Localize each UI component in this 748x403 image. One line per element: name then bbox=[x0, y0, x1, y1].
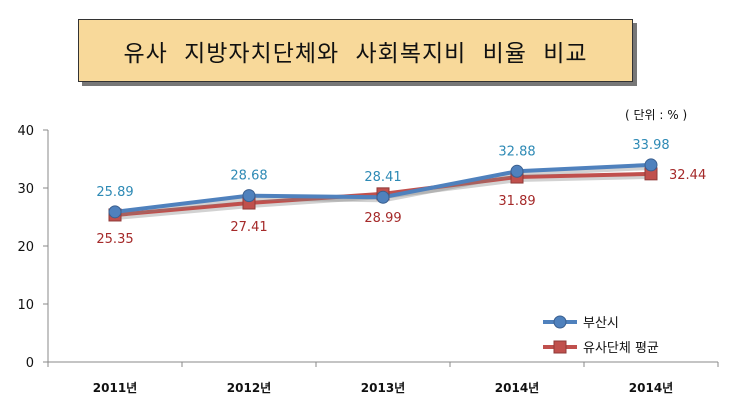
x-tick-label: 2014년 bbox=[495, 381, 539, 395]
unit-label: ( 단위 : % ) bbox=[625, 108, 688, 122]
y-tick-label: 30 bbox=[17, 182, 34, 197]
chart-title: 유사 지방자치단체와 사회복지비 비율 비교 bbox=[123, 40, 588, 67]
busan-data-label: 28.68 bbox=[230, 169, 267, 184]
busan-point bbox=[242, 189, 256, 203]
busan-data-label: 33.98 bbox=[632, 138, 669, 153]
average-data-label: 28.99 bbox=[364, 211, 401, 226]
y-tick-label: 40 bbox=[17, 124, 34, 139]
average-data-label: 31.89 bbox=[498, 194, 535, 209]
average-data-label: 25.35 bbox=[96, 232, 133, 247]
legend-swatch-busan-marker bbox=[553, 315, 567, 329]
busan-data-label: 25.89 bbox=[96, 185, 133, 200]
x-tick-label: 2013년 bbox=[361, 381, 405, 395]
busan-point bbox=[510, 164, 524, 178]
busan-data-label: 32.88 bbox=[498, 144, 535, 159]
y-tick-label: 0 bbox=[26, 356, 34, 371]
x-tick-label: 2012년 bbox=[227, 381, 271, 395]
legend-label-average: 유사단체 평균 bbox=[583, 341, 659, 356]
legend-label-busan: 부산시 bbox=[583, 316, 619, 331]
average-data-label: 27.41 bbox=[230, 220, 267, 235]
busan-point bbox=[376, 190, 390, 204]
y-tick-label: 20 bbox=[17, 240, 34, 255]
average-data-label: 32.44 bbox=[669, 168, 706, 183]
legend-swatch-average-marker bbox=[553, 340, 567, 354]
x-tick-label: 2014년 bbox=[629, 381, 673, 395]
chart-title-box: 유사 지방자치단체와 사회복지비 비율 비교 bbox=[78, 19, 633, 82]
x-tick-label: 2011년 bbox=[93, 381, 137, 395]
busan-point bbox=[644, 158, 658, 172]
y-tick-label: 10 bbox=[17, 298, 34, 313]
busan-data-label: 28.41 bbox=[364, 170, 401, 185]
busan-point bbox=[108, 205, 122, 219]
